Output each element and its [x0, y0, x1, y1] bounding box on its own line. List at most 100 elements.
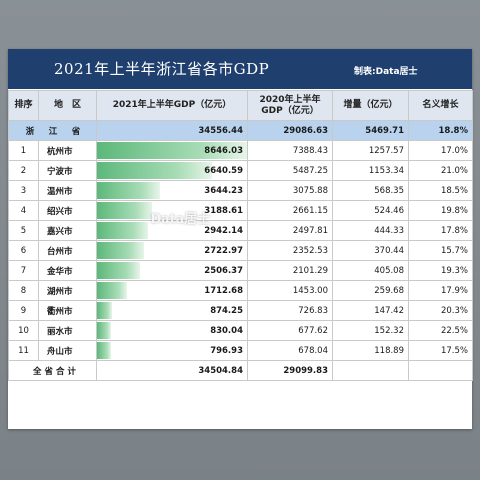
maker-credit: 制表:Data居士 [354, 67, 418, 77]
rank-cell: 9 [8, 300, 39, 321]
gdp-bar [97, 142, 247, 159]
growth-cell: 17.9% [408, 280, 473, 301]
province-gdp2021: 34556.44 [96, 120, 248, 141]
city-cell: 宁波市 [38, 160, 97, 181]
header-row: 排序 地 区 2021年上半年GDP（亿元） 2020年上半年GDP（亿元） 增… [8, 90, 473, 121]
growth-cell: 20.3% [408, 300, 473, 321]
gdp2020-cell: 2352.53 [247, 240, 333, 261]
gdp2021-value: 3188.61 [204, 205, 243, 216]
watermark: Data居士 [150, 212, 211, 227]
city-cell: 湖州市 [38, 280, 97, 301]
gdp2021-value: 796.93 [210, 345, 243, 356]
gdp2021-value: 2506.37 [204, 265, 243, 276]
increase-cell: 524.46 [332, 200, 409, 221]
growth-cell: 19.8% [408, 200, 473, 221]
city-cell: 丽水市 [38, 320, 97, 341]
gdp-bar [97, 202, 153, 219]
province-row: 浙 江 省 34556.44 29086.63 5469.71 18.8% [8, 120, 473, 141]
gdp2020-cell: 1453.00 [247, 280, 333, 301]
col-header-region: 地 区 [38, 90, 97, 121]
gdp2021-value: 830.04 [210, 325, 243, 336]
gdp2021-value: 2722.97 [204, 245, 243, 256]
gdp2021-value: 2942.14 [204, 225, 243, 236]
gdp-bar [97, 242, 145, 259]
gdp2020-cell: 3075.88 [247, 180, 333, 201]
city-cell: 绍兴市 [38, 200, 97, 221]
rank-cell: 3 [8, 180, 39, 201]
gdp2021-value: 8646.03 [204, 145, 243, 156]
gdp-bar [97, 222, 149, 239]
table-row: 7 金华市 2506.37 2101.29 405.08 19.3% [8, 260, 473, 281]
total-growth [408, 360, 473, 381]
increase-cell: 1153.34 [332, 160, 409, 181]
gdp2020-cell: 2101.29 [247, 260, 333, 281]
table-row: 5 嘉兴市 2942.14 2497.81 444.33 17.8% [8, 220, 473, 241]
increase-cell: 1257.57 [332, 140, 409, 161]
footer-credit: 阿易号 | Data居士 [345, 418, 421, 428]
gdp2020-cell: 677.62 [247, 320, 333, 341]
table-row: 3 温州市 3644.23 3075.88 568.35 18.5% [8, 180, 473, 201]
total-row: 全 省 合 计 34504.84 29099.83 [8, 360, 473, 381]
city-cell: 衢州市 [38, 300, 97, 321]
rank-cell: 4 [8, 200, 39, 221]
total-label: 全 省 合 计 [8, 360, 97, 381]
rank-cell: 6 [8, 240, 39, 261]
gdp2020-cell: 7388.43 [247, 140, 333, 161]
gdp-bar [97, 322, 112, 339]
growth-cell: 17.8% [408, 220, 473, 241]
gdp2021-cell: 2722.97 [96, 240, 248, 261]
gdp2020-cell: 726.83 [247, 300, 333, 321]
table-row: 1 杭州市 8646.03 7388.43 1257.57 17.0% [8, 140, 473, 161]
table-row: 6 台州市 2722.97 2352.53 370.44 15.7% [8, 240, 473, 261]
increase-cell: 118.89 [332, 340, 409, 361]
gdp2021-cell: 8646.03 [96, 140, 248, 161]
province-growth: 18.8% [408, 120, 473, 141]
growth-cell: 22.5% [408, 320, 473, 341]
table-row: 2 宁波市 6640.59 5487.25 1153.34 21.0% [8, 160, 473, 181]
city-cell: 台州市 [38, 240, 97, 261]
growth-cell: 21.0% [408, 160, 473, 181]
gdp2021-cell: 1712.68 [96, 280, 248, 301]
total-gdp2020: 29099.83 [247, 360, 333, 381]
gdp2020-cell: 5487.25 [247, 160, 333, 181]
city-cell: 杭州市 [38, 140, 97, 161]
growth-cell: 18.5% [408, 180, 473, 201]
gdp2021-cell: 2506.37 [96, 260, 248, 281]
total-gdp2021: 34504.84 [96, 360, 248, 381]
gdp-bar [97, 262, 141, 279]
gdp2021-value: 1712.68 [204, 285, 243, 296]
col-header-rank: 排序 [8, 90, 39, 121]
rank-cell: 1 [8, 140, 39, 161]
gdp2021-cell: 830.04 [96, 320, 248, 341]
col-header-gdp2021: 2021年上半年GDP（亿元） [96, 90, 248, 121]
city-cell: 舟山市 [38, 340, 97, 361]
rank-cell: 10 [8, 320, 39, 341]
gdp2020-cell: 2661.15 [247, 200, 333, 221]
growth-cell: 19.3% [408, 260, 473, 281]
gdp2021-cell: 796.93 [96, 340, 248, 361]
total-increase [332, 360, 409, 381]
gdp2021-value: 6640.59 [204, 165, 243, 176]
gdp2021-cell: 874.25 [96, 300, 248, 321]
increase-cell: 147.42 [332, 300, 409, 321]
province-increase: 5469.71 [332, 120, 409, 141]
growth-cell: 17.5% [408, 340, 473, 361]
table-row: 4 绍兴市 3188.61 2661.15 524.46 19.8% [8, 200, 473, 221]
gdp-bar [97, 182, 161, 199]
gdp2021-value: 3644.23 [204, 185, 243, 196]
page-title: 2021年上半年浙江省各市GDP [54, 60, 270, 78]
table-row: 11 舟山市 796.93 678.04 118.89 17.5% [8, 340, 473, 361]
table-row: 8 湖州市 1712.68 1453.00 259.68 17.9% [8, 280, 473, 301]
col-header-increase: 增量（亿元） [332, 90, 409, 121]
gdp2021-value: 874.25 [210, 305, 243, 316]
rank-cell: 11 [8, 340, 39, 361]
growth-cell: 15.7% [408, 240, 473, 261]
rank-cell: 7 [8, 260, 39, 281]
gdp2020-cell: 678.04 [247, 340, 333, 361]
increase-cell: 444.33 [332, 220, 409, 241]
increase-cell: 259.68 [332, 280, 409, 301]
gdp-bar [97, 342, 111, 359]
gdp2021-cell: 6640.59 [96, 160, 248, 181]
table-row: 9 衢州市 874.25 726.83 147.42 20.3% [8, 300, 473, 321]
gdp2021-cell: 3644.23 [96, 180, 248, 201]
